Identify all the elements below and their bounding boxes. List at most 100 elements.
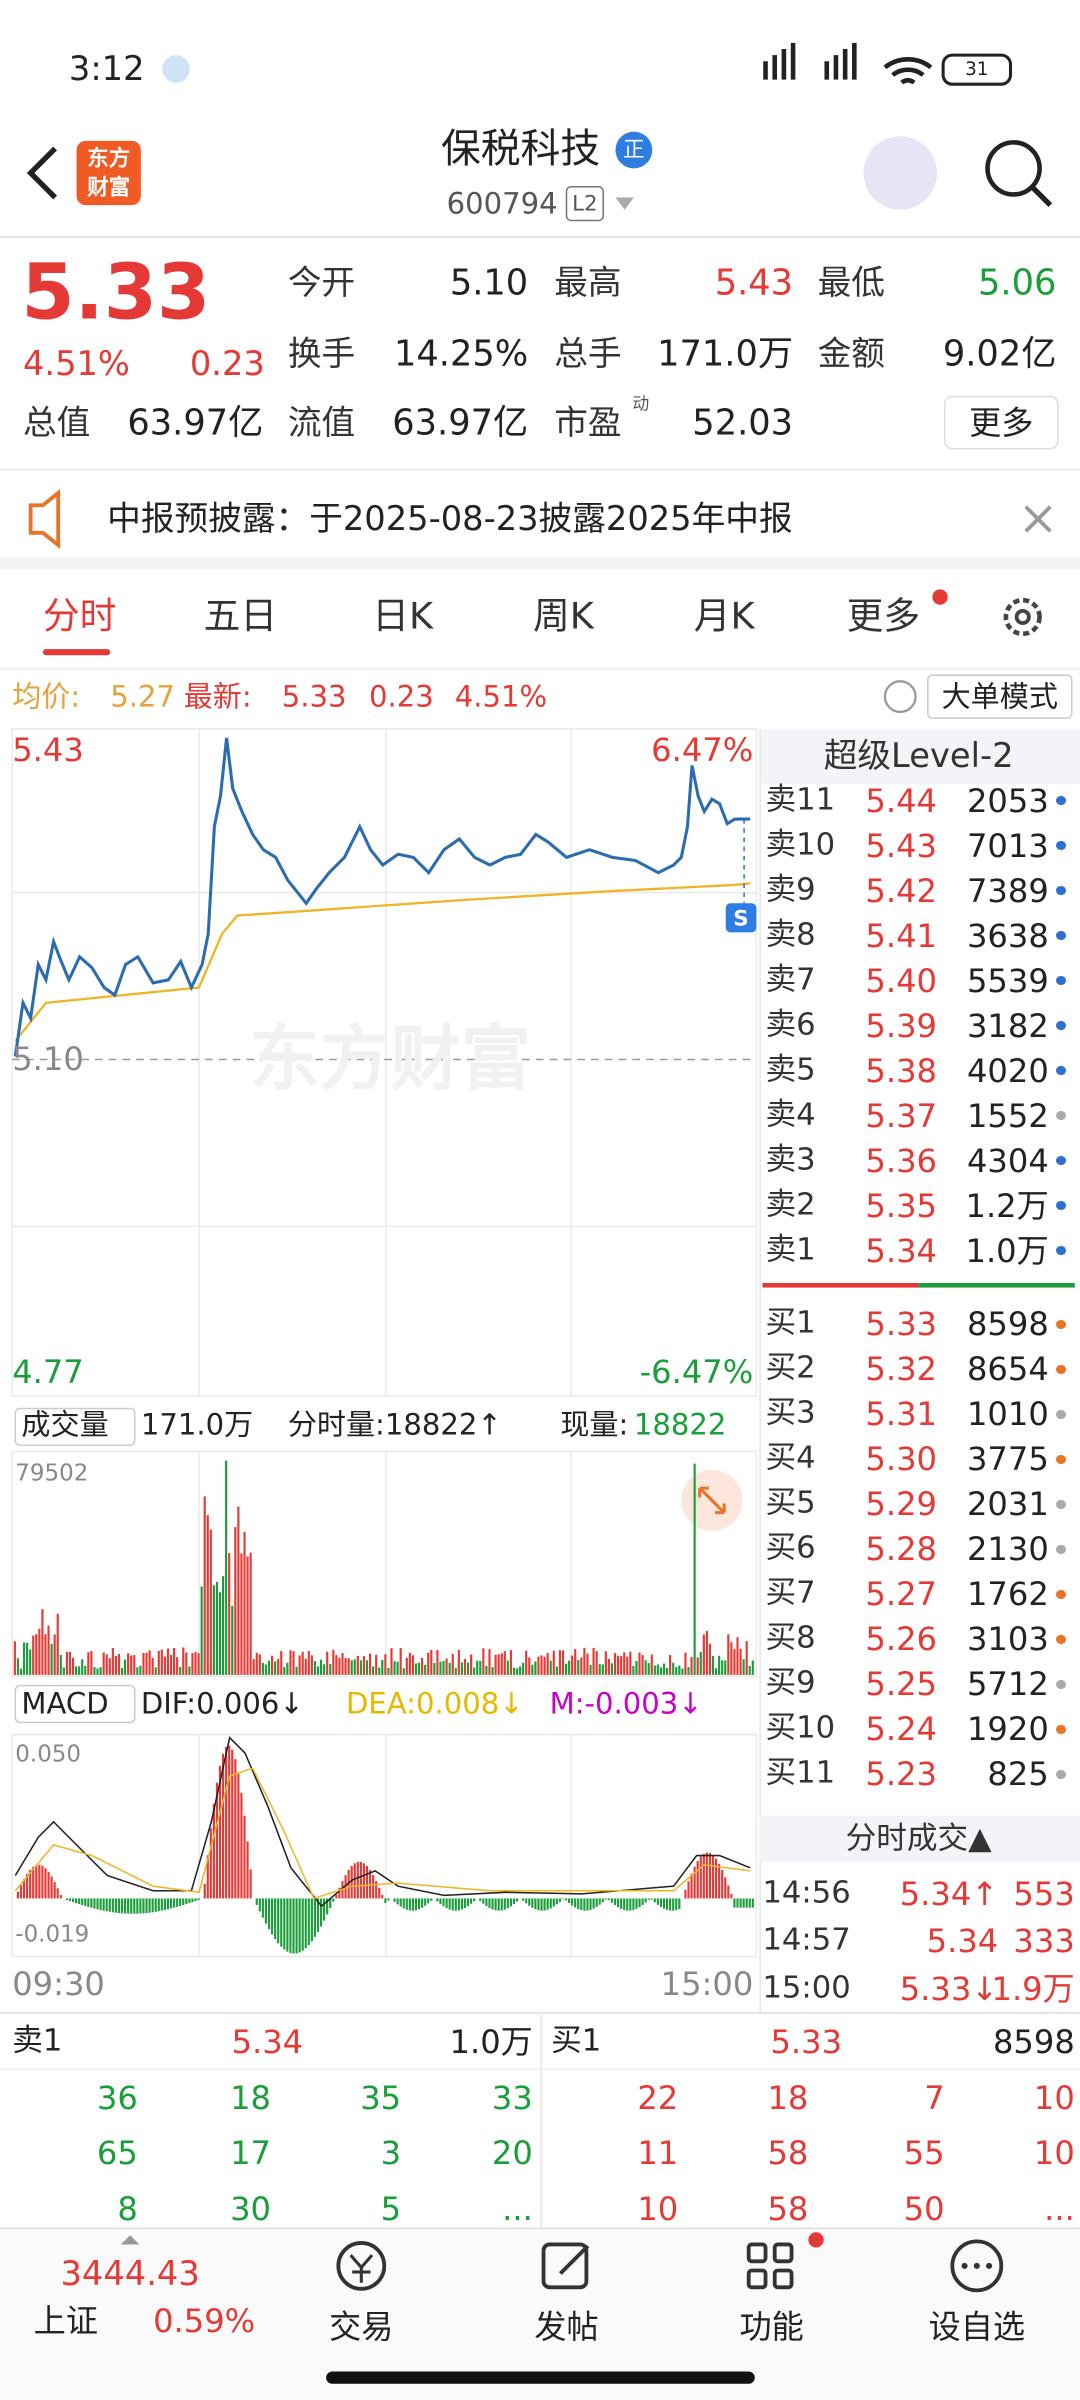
queue-order: 36 <box>96 2078 138 2117</box>
function-icon[interactable] <box>746 2242 794 2290</box>
price: 5.33 <box>21 248 211 338</box>
decor-bar <box>546 1898 549 1910</box>
decor-bar <box>264 1898 268 1924</box>
decor-bar <box>427 1898 430 1904</box>
decor-bar <box>580 1898 583 1911</box>
decor-bar <box>506 1898 509 1909</box>
decor-bar <box>623 1652 626 1675</box>
decor-bar <box>347 1870 350 1899</box>
decor-bar <box>267 1660 271 1675</box>
back[interactable] <box>26 146 58 200</box>
decor-bar <box>93 1898 96 1909</box>
decor-bar <box>323 1664 326 1675</box>
decor-bar <box>436 1898 439 1902</box>
decor-bar <box>491 1898 494 1910</box>
decor-bar <box>59 1895 62 1899</box>
bid-label: 买1 <box>551 2024 602 2060</box>
decor-bar <box>430 1649 433 1675</box>
decor-bar <box>463 1898 467 1908</box>
decor-bar <box>307 1898 310 1946</box>
nav-item[interactable]: 设自选 <box>928 2308 1026 2347</box>
decor-bar <box>610 1663 614 1675</box>
decor-bar <box>519 1666 522 1675</box>
decor-bar <box>433 1662 436 1675</box>
more-button[interactable] <box>943 395 1059 450</box>
decor-bar <box>16 1891 19 1899</box>
decor-bar <box>641 1655 644 1675</box>
decor-bar <box>564 1898 568 1901</box>
bid-price: 5.26 <box>865 1620 937 1659</box>
decor-bar <box>672 1662 675 1675</box>
queue-order: 33 <box>491 2078 533 2117</box>
watermark: 东方财富 <box>249 1018 532 1101</box>
decor-bar <box>255 1652 258 1675</box>
tab[interactable]: 日K <box>372 594 434 638</box>
settings-core <box>1014 608 1031 626</box>
help[interactable] <box>883 680 917 714</box>
decor-bar <box>479 1660 482 1675</box>
decor-bar <box>387 1667 390 1675</box>
dot <box>1056 1111 1066 1121</box>
decor-bar <box>748 1665 751 1675</box>
decor-bar <box>626 1898 629 1911</box>
decor-bar <box>411 1655 414 1675</box>
queue-order: 50 <box>903 2190 945 2229</box>
decor-bar <box>445 1898 448 1909</box>
decor-bar <box>87 1652 90 1675</box>
queue-order: 65 <box>96 2134 138 2173</box>
queue-order: 10 <box>1033 2134 1075 2173</box>
tab[interactable]: 月K <box>693 594 755 638</box>
bid-volume: 1920 <box>966 1710 1049 1749</box>
decor-bar <box>344 1658 347 1675</box>
queue-order: 35 <box>360 2078 402 2117</box>
tab[interactable]: 周K <box>533 594 594 638</box>
trade-icon[interactable] <box>336 2241 387 2291</box>
decor-bar <box>234 1759 237 1899</box>
tab[interactable]: 更多 <box>846 594 921 638</box>
avatar[interactable] <box>863 136 938 210</box>
mode-button[interactable] <box>927 674 1073 719</box>
search[interactable] <box>985 140 1042 197</box>
decor-bar <box>169 1655 173 1675</box>
nav-item[interactable]: 功能 <box>739 2308 804 2347</box>
volume-selector[interactable] <box>14 1407 136 1447</box>
decor-bar <box>724 1877 727 1899</box>
bid-volume: 825 <box>987 1755 1049 1794</box>
post-icon[interactable] <box>541 2242 589 2290</box>
decor-bar <box>225 1460 228 1675</box>
watch-icon[interactable] <box>950 2239 1004 2293</box>
decor-bar <box>231 1605 234 1675</box>
tab[interactable]: 分时 <box>42 594 117 638</box>
bid-price: 5.28 <box>865 1530 937 1569</box>
decor-bar <box>387 1898 390 1901</box>
macd-selector[interactable] <box>14 1684 136 1724</box>
decor-bar <box>194 1898 197 1902</box>
field-label: 流值 <box>287 402 356 442</box>
decor-bar <box>470 1898 473 1904</box>
ask-price: 5.37 <box>865 1096 937 1135</box>
decor-bar <box>206 1855 209 1899</box>
close[interactable] <box>1024 505 1052 533</box>
decor-bar <box>629 1651 632 1675</box>
nav-item[interactable]: 发帖 <box>534 2308 599 2347</box>
decor-bar <box>457 1898 460 1911</box>
decor-bar <box>338 1657 341 1675</box>
decor-bar <box>742 1898 745 1908</box>
decor-bar <box>675 1898 678 1911</box>
decor-bar <box>316 1666 320 1675</box>
tab[interactable]: 五日 <box>203 594 278 638</box>
divider <box>0 557 1080 570</box>
avg: 5.27 <box>110 679 175 714</box>
decor-bar <box>623 1898 626 1911</box>
dropdown <box>615 197 634 210</box>
decor-bar <box>87 1898 90 1907</box>
settings[interactable] <box>1003 597 1042 637</box>
trade-price: 5.34 <box>926 1922 999 1961</box>
decor-bar <box>289 1898 292 1953</box>
decor-bar <box>329 1898 332 1909</box>
decor-bar <box>341 1652 344 1675</box>
decor-bar <box>29 1869 32 1899</box>
nav-item[interactable]: 交易 <box>329 2308 394 2347</box>
decor-bar <box>372 1666 375 1675</box>
decor-bar <box>745 1898 748 1908</box>
